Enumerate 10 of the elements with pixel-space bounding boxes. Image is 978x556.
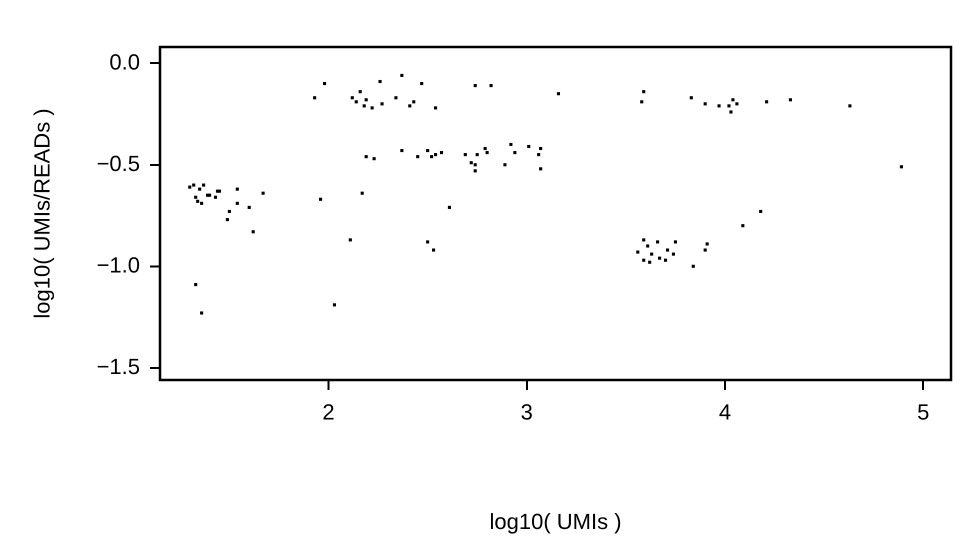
y-tick-label: −0.5 [96, 150, 140, 176]
y-tick-label: 0.0 [109, 49, 140, 74]
y-tick-label: −1.5 [96, 354, 140, 379]
x-tick-label: 5 [917, 399, 930, 424]
x-tick-label: 3 [520, 399, 533, 424]
y-tick-label: −1.0 [96, 252, 140, 278]
x-axis-title: log10( UMIs ) [489, 508, 622, 534]
x-tick-label: 2 [322, 399, 335, 424]
y-axis-title: log10( UMIs/READs ) [29, 108, 54, 319]
x-tick-label: 4 [718, 399, 732, 424]
